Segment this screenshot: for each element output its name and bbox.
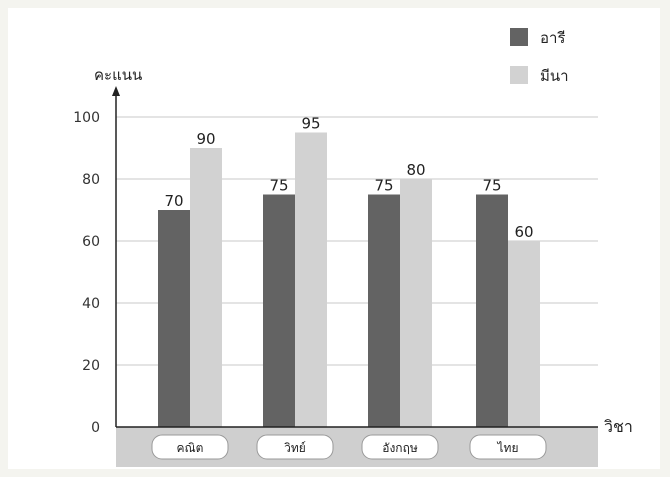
category-pill — [256, 434, 334, 460]
bar-0-2 — [368, 194, 400, 427]
bar-1-3 — [508, 241, 540, 427]
y-tick-label: 60 — [82, 234, 100, 250]
bar-1-2 — [400, 179, 432, 427]
data-label: 90 — [196, 130, 215, 148]
y-tick-label: 100 — [73, 110, 100, 126]
category-pill — [151, 434, 229, 460]
x-axis-title: วิชา — [604, 417, 633, 436]
bar-0-3 — [476, 194, 508, 427]
bar-1-1 — [295, 132, 327, 427]
bar-0-0 — [158, 210, 190, 427]
x-tick-label: ไทย — [497, 441, 519, 455]
y-tick-label: 40 — [82, 296, 100, 312]
y-tick-label: 0 — [91, 420, 100, 436]
legend: อารีมีนา — [510, 28, 569, 85]
data-label: 60 — [514, 223, 533, 241]
legend-swatch-1 — [510, 66, 528, 84]
y-axis-title: คะแนน — [94, 66, 142, 84]
y-tick-label: 20 — [82, 358, 100, 374]
bar-1-0 — [190, 148, 222, 427]
data-label: 75 — [482, 177, 501, 195]
y-tick-label: 80 — [82, 172, 100, 188]
data-label: 75 — [269, 177, 288, 195]
x-tick-label: คณิต — [177, 441, 204, 455]
labels: 70 90 คณิต 75 95 วิทย์ 75 80 อังกฤษ 75 60 ไทย — [151, 115, 547, 460]
legend-swatch-0 — [510, 28, 528, 46]
data-label: 70 — [164, 192, 183, 210]
category-pill — [469, 434, 547, 460]
legend-label: มีนา — [540, 67, 569, 85]
x-tick-label: อังกฤษ — [382, 441, 418, 455]
bars — [158, 132, 540, 427]
data-label: 95 — [301, 115, 320, 133]
category-pill — [361, 434, 439, 460]
data-label: 80 — [406, 161, 425, 179]
legend-label: อารี — [540, 29, 566, 47]
bar-0-1 — [263, 194, 295, 427]
x-tick-label: วิทย์ — [284, 441, 306, 455]
y-axis-arrow — [112, 86, 120, 96]
data-label: 75 — [374, 177, 393, 195]
